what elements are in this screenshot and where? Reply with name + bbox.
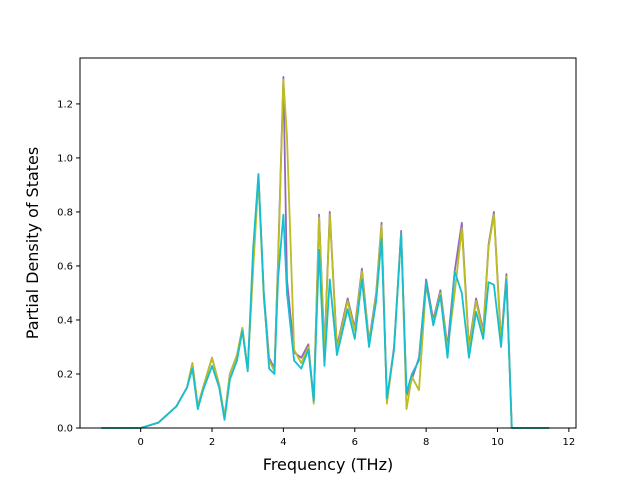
y-tick-label: 1.2 [57, 99, 73, 110]
y-axis-label: Partial Density of States [23, 147, 42, 339]
x-axis: 0 2 4 6 8 10 12 [137, 428, 575, 448]
y-tick-label: 0.8 [57, 207, 73, 218]
x-tick-label: 10 [491, 437, 504, 448]
y-axis: 0.0 0.2 0.4 0.6 0.8 1.0 1.2 [57, 99, 80, 435]
x-tick-label: 2 [209, 437, 215, 448]
y-tick-label: 0.0 [57, 424, 73, 435]
y-tick-label: 1.0 [57, 153, 73, 164]
x-tick-label: 0 [137, 437, 143, 448]
y-tick-label: 0.4 [57, 315, 73, 326]
x-tick-label: 4 [280, 437, 286, 448]
x-tick-label: 12 [562, 437, 575, 448]
plot-frame [79, 57, 577, 429]
x-tick-label: 6 [352, 437, 358, 448]
y-tick-label: 0.2 [57, 369, 73, 380]
x-tick-label: 8 [423, 437, 429, 448]
x-axis-label: Frequency (THz) [263, 455, 393, 474]
y-tick-label: 0.6 [57, 261, 73, 272]
series-layer [101, 76, 550, 429]
series-line-3 [101, 173, 550, 429]
